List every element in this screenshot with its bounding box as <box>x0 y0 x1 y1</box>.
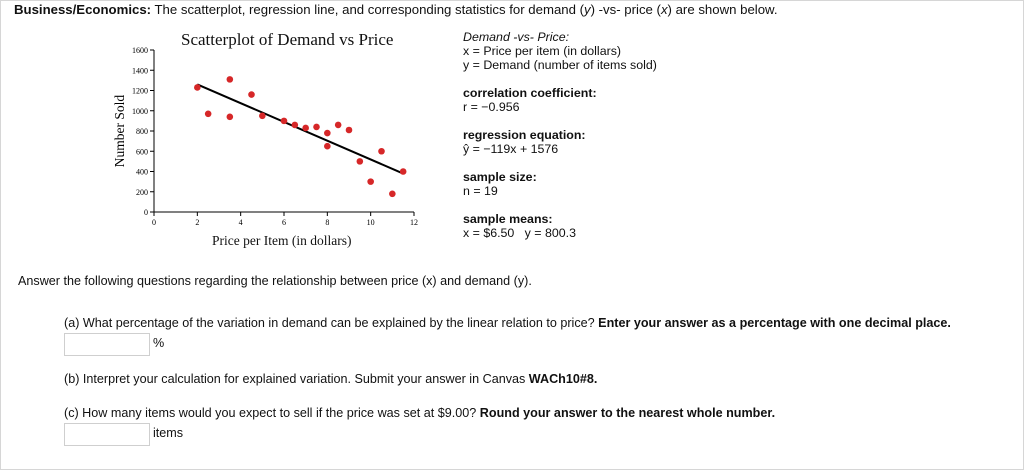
intro-x-var: x <box>660 2 668 17</box>
data-point <box>302 124 309 132</box>
data-point <box>226 113 234 121</box>
data-point <box>313 123 320 131</box>
mean-y: y = 800.3 <box>524 226 576 240</box>
intro-text-3: ) are shown below. <box>667 2 778 17</box>
regression-label: regression equation: <box>463 128 586 142</box>
data-point <box>324 129 331 137</box>
question-a: (a) What percentage of the variation in … <box>64 316 951 330</box>
y-tick-label: 1400 <box>132 66 148 75</box>
data-point <box>324 142 331 150</box>
data-point <box>356 158 364 165</box>
chart-title: Scatterplot of Demand vs Price <box>181 30 394 49</box>
intro-y-var: y <box>584 2 591 17</box>
sample-size-label: sample size: <box>463 170 537 184</box>
correlation-label: correlation coefficient: <box>463 86 597 100</box>
stats-x-definition: x = Price per item (in dollars) <box>463 44 622 58</box>
x-tick-label: 10 <box>367 218 375 227</box>
data-point <box>259 112 266 120</box>
y-tick-label: 1600 <box>132 46 148 55</box>
data-point <box>248 91 255 98</box>
stats-y-definition: y = Demand (number of items sold) <box>463 58 657 72</box>
y-tick-label: 600 <box>136 147 148 156</box>
answer-a-input[interactable] <box>64 333 150 356</box>
mean-x: x = $6.50 <box>463 226 515 240</box>
x-tick-label: 12 <box>410 218 418 227</box>
data-point <box>194 84 201 91</box>
sample-size-value: n = 19 <box>463 184 498 198</box>
scatterplot: 0 200 400 600 800 1000 1200 1400 1600 0 2 4 6 8 10 12 Nu… <box>112 46 418 227</box>
x-tick-label: 6 <box>282 218 286 227</box>
data-point <box>226 76 234 83</box>
question-c: (c) How many items would you expect to s… <box>64 406 776 420</box>
x-tick-label: 0 <box>152 218 156 227</box>
x-tick-label: 8 <box>325 218 329 227</box>
intro-text: Business/Economics: The scatterplot, reg… <box>14 1 778 19</box>
sample-means-label: sample means: <box>463 212 553 226</box>
data-point <box>280 117 288 125</box>
intro-subject: Business/Economics: <box>14 2 152 17</box>
x-tick-label: 4 <box>239 218 243 227</box>
questions-intro: Answer the following questions regarding… <box>18 274 532 288</box>
data-point <box>204 110 212 118</box>
intro-text-1: The scatterplot, regression line, and co… <box>151 2 585 17</box>
x-axis-label: Price per Item (in dollars) <box>212 233 352 248</box>
data-point <box>378 147 385 155</box>
y-tick-label: 400 <box>136 168 148 177</box>
stats-heading: Demand -vs- Price: <box>463 30 570 44</box>
answer-c-input[interactable] <box>64 423 150 446</box>
answer-c-unit: items <box>153 426 184 440</box>
data-point <box>399 168 407 175</box>
data-point <box>334 121 342 129</box>
data-point <box>367 178 374 185</box>
data-point <box>291 121 299 129</box>
question-b: (b) Interpret your calculation for expla… <box>64 372 598 386</box>
sample-means-value: x = $6.50 y = 800.3 <box>463 226 576 240</box>
data-point <box>389 190 396 198</box>
y-tick-label: 800 <box>136 127 148 136</box>
correlation-value: r = −0.956 <box>463 100 520 114</box>
y-tick-label: 1200 <box>132 87 148 96</box>
data-point <box>345 126 353 134</box>
x-tick-label: 2 <box>195 218 199 227</box>
y-tick-label: 200 <box>136 188 148 197</box>
y-axis-label: Number Sold <box>112 95 127 168</box>
intro-text-2: ) -vs- price ( <box>590 2 661 17</box>
regression-line <box>196 83 404 175</box>
y-tick-label: 0 <box>144 208 148 217</box>
y-tick-label: 1000 <box>132 107 148 116</box>
answer-a-unit: % <box>153 336 165 350</box>
regression-value: ŷ = −119x + 1576 <box>463 142 559 156</box>
